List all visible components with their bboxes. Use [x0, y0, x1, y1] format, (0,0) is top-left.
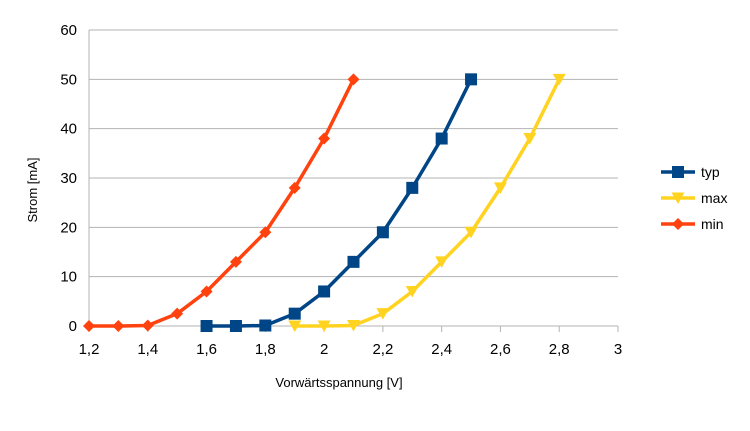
- data-point-min: [259, 226, 272, 239]
- x-tick-label: 1,8: [255, 341, 276, 358]
- x-tick-label: 2,8: [549, 341, 570, 358]
- x-tick-label: 2,2: [372, 341, 393, 358]
- legend-label: min: [701, 216, 724, 232]
- x-tick-label: 2,4: [431, 341, 452, 358]
- data-point-typ: [465, 73, 478, 86]
- data-point-min: [141, 319, 154, 332]
- data-point-typ: [406, 181, 419, 194]
- legend-label: max: [701, 190, 727, 206]
- x-tick-label: 1,2: [79, 341, 100, 358]
- data-point-max: [347, 320, 360, 332]
- data-point-max: [376, 308, 390, 320]
- data-point-max: [493, 182, 507, 194]
- series-max: [288, 73, 566, 332]
- data-point-typ: [347, 255, 360, 268]
- data-point-typ: [259, 319, 272, 332]
- data-point-typ: [229, 320, 242, 332]
- y-tick-label: 50: [60, 71, 77, 88]
- x-axis-title: Vorwärtsspannung [V]: [275, 375, 402, 390]
- series-min: [83, 73, 360, 332]
- x-tick-label: 1,6: [196, 341, 217, 358]
- data-point-max: [405, 285, 419, 298]
- data-point-min: [229, 255, 242, 268]
- series-typ: [200, 73, 478, 332]
- y-tick-label: 10: [60, 269, 77, 286]
- legend-label: typ: [701, 164, 720, 180]
- axes: 0 10 20 30 40 50 60 1,2 1,4 1,6 1,8 2 2,2 2,4 2,6 2,8 3: [60, 22, 622, 358]
- series-line-typ: [206, 78, 473, 328]
- data-point-min: [112, 320, 125, 332]
- y-tick-label: 40: [60, 121, 77, 138]
- data-point-max: [523, 133, 537, 145]
- y-tick-label: 60: [60, 22, 77, 39]
- legend-swatch-marker: [672, 218, 684, 230]
- data-point-min: [83, 320, 95, 332]
- data-point-min: [347, 73, 360, 86]
- y-axis-title: Strom [mA]: [25, 157, 40, 222]
- data-point-typ: [435, 132, 448, 145]
- data-point-typ: [200, 320, 213, 332]
- x-tick-label: 1,4: [137, 341, 158, 358]
- y-tick-label: 30: [60, 170, 77, 187]
- data-point-min: [171, 307, 184, 320]
- data-point-max: [435, 256, 449, 268]
- x-tick-label: 2,6: [490, 341, 511, 358]
- gridlines: [89, 29, 618, 278]
- data-point-max: [552, 73, 566, 86]
- x-tick-label: 2: [320, 341, 328, 358]
- data-point-max: [464, 226, 478, 239]
- series-line-min: [89, 78, 356, 328]
- series-group: [83, 73, 566, 332]
- data-point-min: [318, 132, 331, 145]
- legend-swatch-marker: [671, 192, 685, 204]
- data-point-max: [288, 320, 302, 332]
- legend-swatch-marker: [672, 166, 684, 178]
- legend: typ max min: [661, 164, 727, 232]
- x-tick-label: 3: [614, 341, 622, 358]
- y-tick-label: 20: [60, 219, 77, 236]
- data-point-typ: [376, 226, 389, 239]
- series-line-max: [294, 78, 561, 328]
- legend-item-max: max: [661, 190, 727, 206]
- data-point-max: [317, 320, 331, 332]
- data-point-typ: [318, 285, 331, 298]
- data-point-min: [288, 181, 301, 194]
- y-tick-label: 0: [69, 318, 77, 335]
- data-point-min: [200, 285, 213, 298]
- legend-item-min: min: [661, 216, 724, 232]
- legend-item-typ: typ: [661, 164, 720, 180]
- data-point-typ: [288, 307, 301, 320]
